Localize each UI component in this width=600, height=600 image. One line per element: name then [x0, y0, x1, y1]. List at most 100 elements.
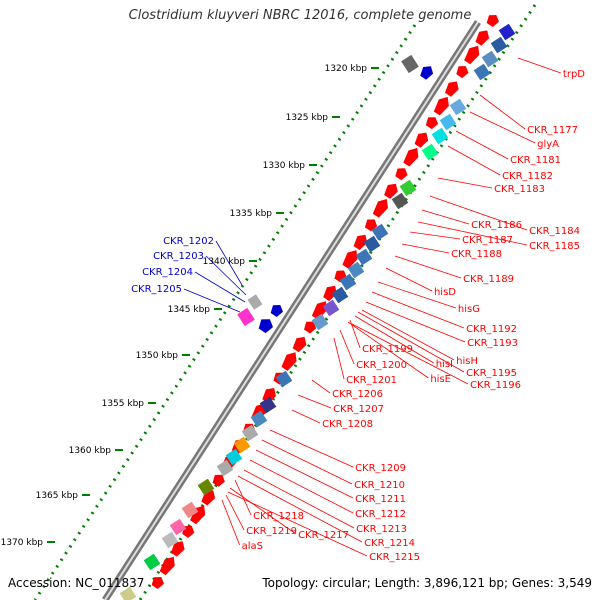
gene-label-left: CKR_1203 — [153, 251, 204, 262]
label-connector — [255, 449, 354, 499]
gene-label-right: CKR_1206 — [332, 389, 383, 400]
cds-block — [449, 98, 467, 116]
label-connector — [401, 243, 450, 254]
tick-label: 1320 kbp — [325, 64, 368, 74]
gene-label-right: CKR_1208 — [322, 419, 373, 430]
gene-label-right: CKR_1196 — [470, 380, 521, 391]
cds-block — [311, 313, 329, 331]
gene-label-right: CKR_1217 — [298, 530, 349, 541]
cds-block — [339, 273, 357, 291]
gene-label-right: trpD — [563, 69, 585, 80]
gene-arrow-forward — [414, 132, 429, 148]
gene-arrow-forward — [384, 183, 398, 199]
cds-block — [355, 248, 373, 266]
gene-arrow-forward — [159, 556, 175, 576]
label-connector — [243, 469, 355, 529]
gene-label-right: CKR_1211 — [355, 494, 406, 505]
genome-title: Clostridium kluyveri NBRC 12016, complet… — [128, 8, 472, 23]
gene-label-right: CKR_1195 — [466, 368, 517, 379]
label-connector — [409, 231, 461, 240]
gene-block-gray — [247, 294, 263, 310]
label-connector — [311, 379, 331, 394]
label-connector — [339, 329, 355, 365]
label-connector — [377, 281, 457, 309]
cds-block — [181, 501, 199, 519]
gene-label-right: CKR_1189 — [463, 274, 514, 285]
label-connector — [371, 291, 465, 329]
tick-label: 1365 kbp — [36, 491, 79, 501]
cds-block — [322, 299, 340, 317]
label-connector — [385, 267, 433, 292]
gene-arrow-forward — [464, 45, 480, 65]
cds-block — [498, 23, 516, 41]
cds-block — [363, 235, 381, 253]
cds-block — [119, 586, 137, 600]
gene-label-right: CKR_1184 — [529, 226, 580, 237]
gene-arrow-forward — [212, 474, 225, 487]
gene-label-right: alaS — [242, 541, 263, 552]
tick-label: 1370 kbp — [1, 538, 44, 548]
gene-block-gray — [401, 54, 419, 74]
label-connector — [361, 309, 455, 361]
cds-block — [225, 448, 243, 466]
gene-label-right: hisH — [456, 356, 478, 367]
gene-arrow-forward — [403, 147, 419, 167]
gene-label-right: CKR_1218 — [253, 511, 304, 522]
gene-label-right: CKR_1213 — [356, 524, 407, 535]
label-connector — [221, 499, 240, 546]
gene-label-right: CKR_1183 — [494, 184, 545, 195]
cds-block — [275, 370, 293, 388]
gene-arrow-forward — [486, 15, 499, 27]
cds-block — [197, 478, 215, 496]
label-connector — [261, 439, 353, 485]
cds-block — [250, 410, 268, 428]
tick-label: 1335 kbp — [230, 209, 273, 219]
cds-block — [391, 192, 409, 210]
cds-block — [259, 396, 277, 414]
gene-label-right: CKR_1199 — [362, 344, 413, 355]
gene-arrow-forward — [170, 541, 185, 557]
gene-label-right: CKR_1181 — [510, 155, 561, 166]
label-connector — [354, 315, 434, 364]
label-connector — [455, 130, 509, 160]
gene-label-right: CKR_1188 — [451, 249, 502, 260]
label-connector — [269, 429, 354, 468]
gene-label-right: CKR_1215 — [369, 552, 420, 563]
label-connector — [394, 255, 462, 279]
label-connector — [249, 459, 354, 514]
gene-arrow-forward — [304, 321, 317, 334]
gene-label-right: CKR_1219 — [246, 526, 297, 537]
cds-block — [216, 459, 234, 477]
cds-block — [371, 223, 389, 241]
tick-label: 1340 kbp — [203, 257, 246, 267]
gene-label-right: CKR_1187 — [462, 235, 513, 246]
gene-label-right: CKR_1186 — [471, 220, 522, 231]
gene-label-right: CKR_1201 — [346, 375, 397, 386]
gene-label-right: CKR_1210 — [354, 480, 405, 491]
gene-arrow-forward — [456, 66, 469, 79]
cds-block — [241, 424, 259, 442]
gene-arrow-forward — [433, 96, 449, 116]
cds-block — [233, 436, 251, 454]
cds-block — [143, 553, 161, 571]
label-connector — [237, 475, 363, 543]
gene-arrow-forward — [475, 30, 490, 46]
cds-block — [439, 113, 457, 131]
gene-label-left: CKR_1205 — [131, 284, 182, 295]
cds-block — [347, 261, 365, 279]
gene-arrow-forward — [445, 81, 459, 97]
label-connector — [297, 394, 332, 409]
label-connector — [347, 321, 429, 379]
label-connector — [365, 301, 466, 343]
gene-label-right: CKR_1212 — [355, 509, 406, 520]
gene-arrow-reverse — [258, 319, 273, 334]
tick-label: 1325 kbp — [286, 113, 329, 123]
tick-label: 1355 kbp — [102, 399, 145, 409]
gene-label-right: CKR_1209 — [355, 463, 406, 474]
gene-label-right: CKR_1207 — [333, 404, 384, 415]
cds-block — [431, 127, 449, 145]
label-connector — [429, 195, 528, 231]
label-connector — [447, 145, 501, 176]
topology-label: Topology: circular; Length: 3,896,121 bp… — [262, 576, 592, 590]
